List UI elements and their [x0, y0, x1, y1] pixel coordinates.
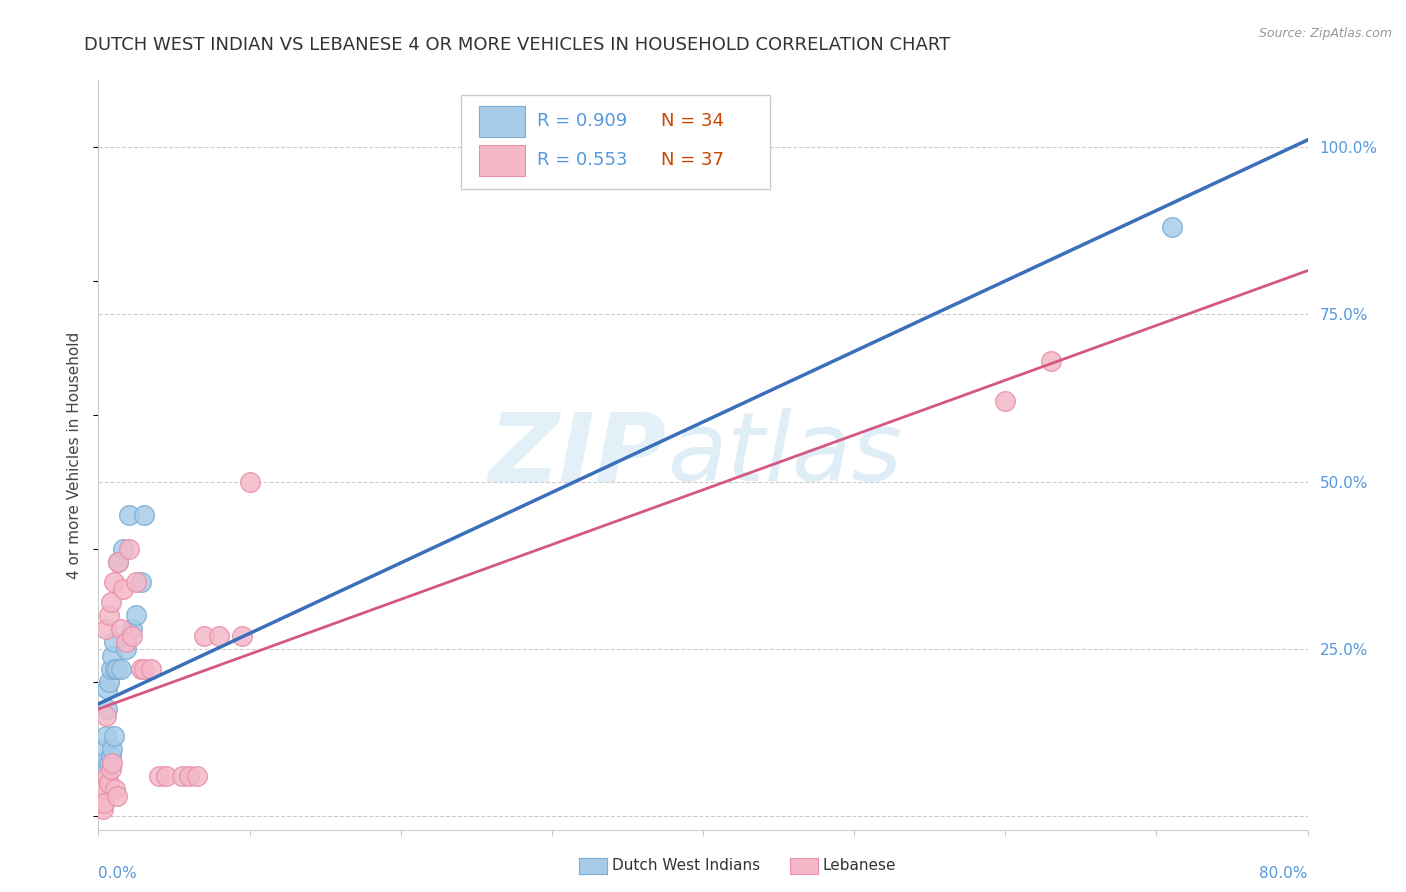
Point	[101, 742, 124, 756]
Point	[90, 789, 112, 804]
Point	[89, 782, 111, 797]
Text: Source: ZipAtlas.com: Source: ZipAtlas.com	[1258, 27, 1392, 40]
Point	[98, 675, 121, 690]
Text: atlas: atlas	[666, 409, 901, 501]
Point	[125, 608, 148, 623]
Point	[91, 742, 114, 756]
Point	[193, 628, 215, 642]
Point	[93, 796, 115, 810]
Point	[104, 782, 127, 797]
Point	[231, 628, 253, 642]
Point	[94, 622, 117, 636]
Point	[121, 622, 143, 636]
Point	[155, 769, 177, 783]
Point	[170, 769, 193, 783]
Text: N = 37: N = 37	[661, 152, 724, 169]
Point	[101, 648, 124, 663]
Text: 80.0%: 80.0%	[1260, 866, 1308, 881]
Point	[1039, 354, 1062, 368]
Point	[90, 789, 112, 804]
Point	[239, 475, 262, 489]
Point	[125, 575, 148, 590]
Point	[132, 508, 155, 523]
Point	[96, 682, 118, 697]
Point	[111, 541, 134, 556]
Point	[129, 575, 152, 590]
Point	[129, 662, 152, 676]
Point	[132, 662, 155, 676]
Point	[100, 762, 122, 776]
Point	[91, 782, 114, 797]
Point	[148, 769, 170, 783]
Point	[91, 803, 114, 817]
Point	[98, 608, 121, 623]
Point	[186, 769, 208, 783]
Point	[110, 622, 132, 636]
Point	[103, 635, 125, 649]
Point	[208, 628, 231, 642]
Point	[103, 575, 125, 590]
Point	[89, 796, 111, 810]
Point	[93, 756, 115, 770]
Point	[100, 595, 122, 609]
Point	[121, 628, 143, 642]
Point	[179, 769, 201, 783]
Y-axis label: 4 or more Vehicles in Household: 4 or more Vehicles in Household	[67, 331, 83, 579]
Point	[118, 508, 141, 523]
Point	[96, 769, 118, 783]
Point	[94, 708, 117, 723]
Point	[98, 776, 121, 790]
Point	[90, 769, 112, 783]
Point	[105, 662, 128, 676]
Point	[107, 555, 129, 569]
Point	[994, 394, 1017, 409]
Point	[104, 662, 127, 676]
Point	[1160, 220, 1182, 235]
Bar	[479, 145, 526, 177]
Text: Lebanese: Lebanese	[823, 858, 896, 872]
Point	[100, 749, 122, 764]
Point	[94, 769, 117, 783]
Point	[114, 642, 136, 657]
Bar	[479, 106, 526, 137]
Text: R = 0.909: R = 0.909	[537, 112, 627, 130]
Point	[89, 796, 111, 810]
Point	[118, 541, 141, 556]
Point	[111, 582, 134, 596]
Point	[94, 729, 117, 743]
Text: ZIP: ZIP	[489, 409, 666, 501]
Point	[110, 662, 132, 676]
Point	[93, 776, 115, 790]
Text: 0.0%: 0.0%	[98, 866, 138, 881]
Text: N = 34: N = 34	[661, 112, 724, 130]
Point	[114, 635, 136, 649]
Text: DUTCH WEST INDIAN VS LEBANESE 4 OR MORE VEHICLES IN HOUSEHOLD CORRELATION CHART: DUTCH WEST INDIAN VS LEBANESE 4 OR MORE …	[84, 36, 950, 54]
Text: R = 0.553: R = 0.553	[537, 152, 628, 169]
Point	[96, 702, 118, 716]
Point	[105, 789, 128, 804]
Point	[141, 662, 163, 676]
Point	[103, 729, 125, 743]
Point	[100, 662, 122, 676]
FancyBboxPatch shape	[461, 95, 769, 189]
Point	[91, 762, 114, 776]
Point	[96, 762, 118, 776]
Point	[101, 756, 124, 770]
Point	[91, 782, 114, 797]
Point	[107, 555, 129, 569]
Text: Dutch West Indians: Dutch West Indians	[612, 858, 759, 872]
Point	[98, 756, 121, 770]
